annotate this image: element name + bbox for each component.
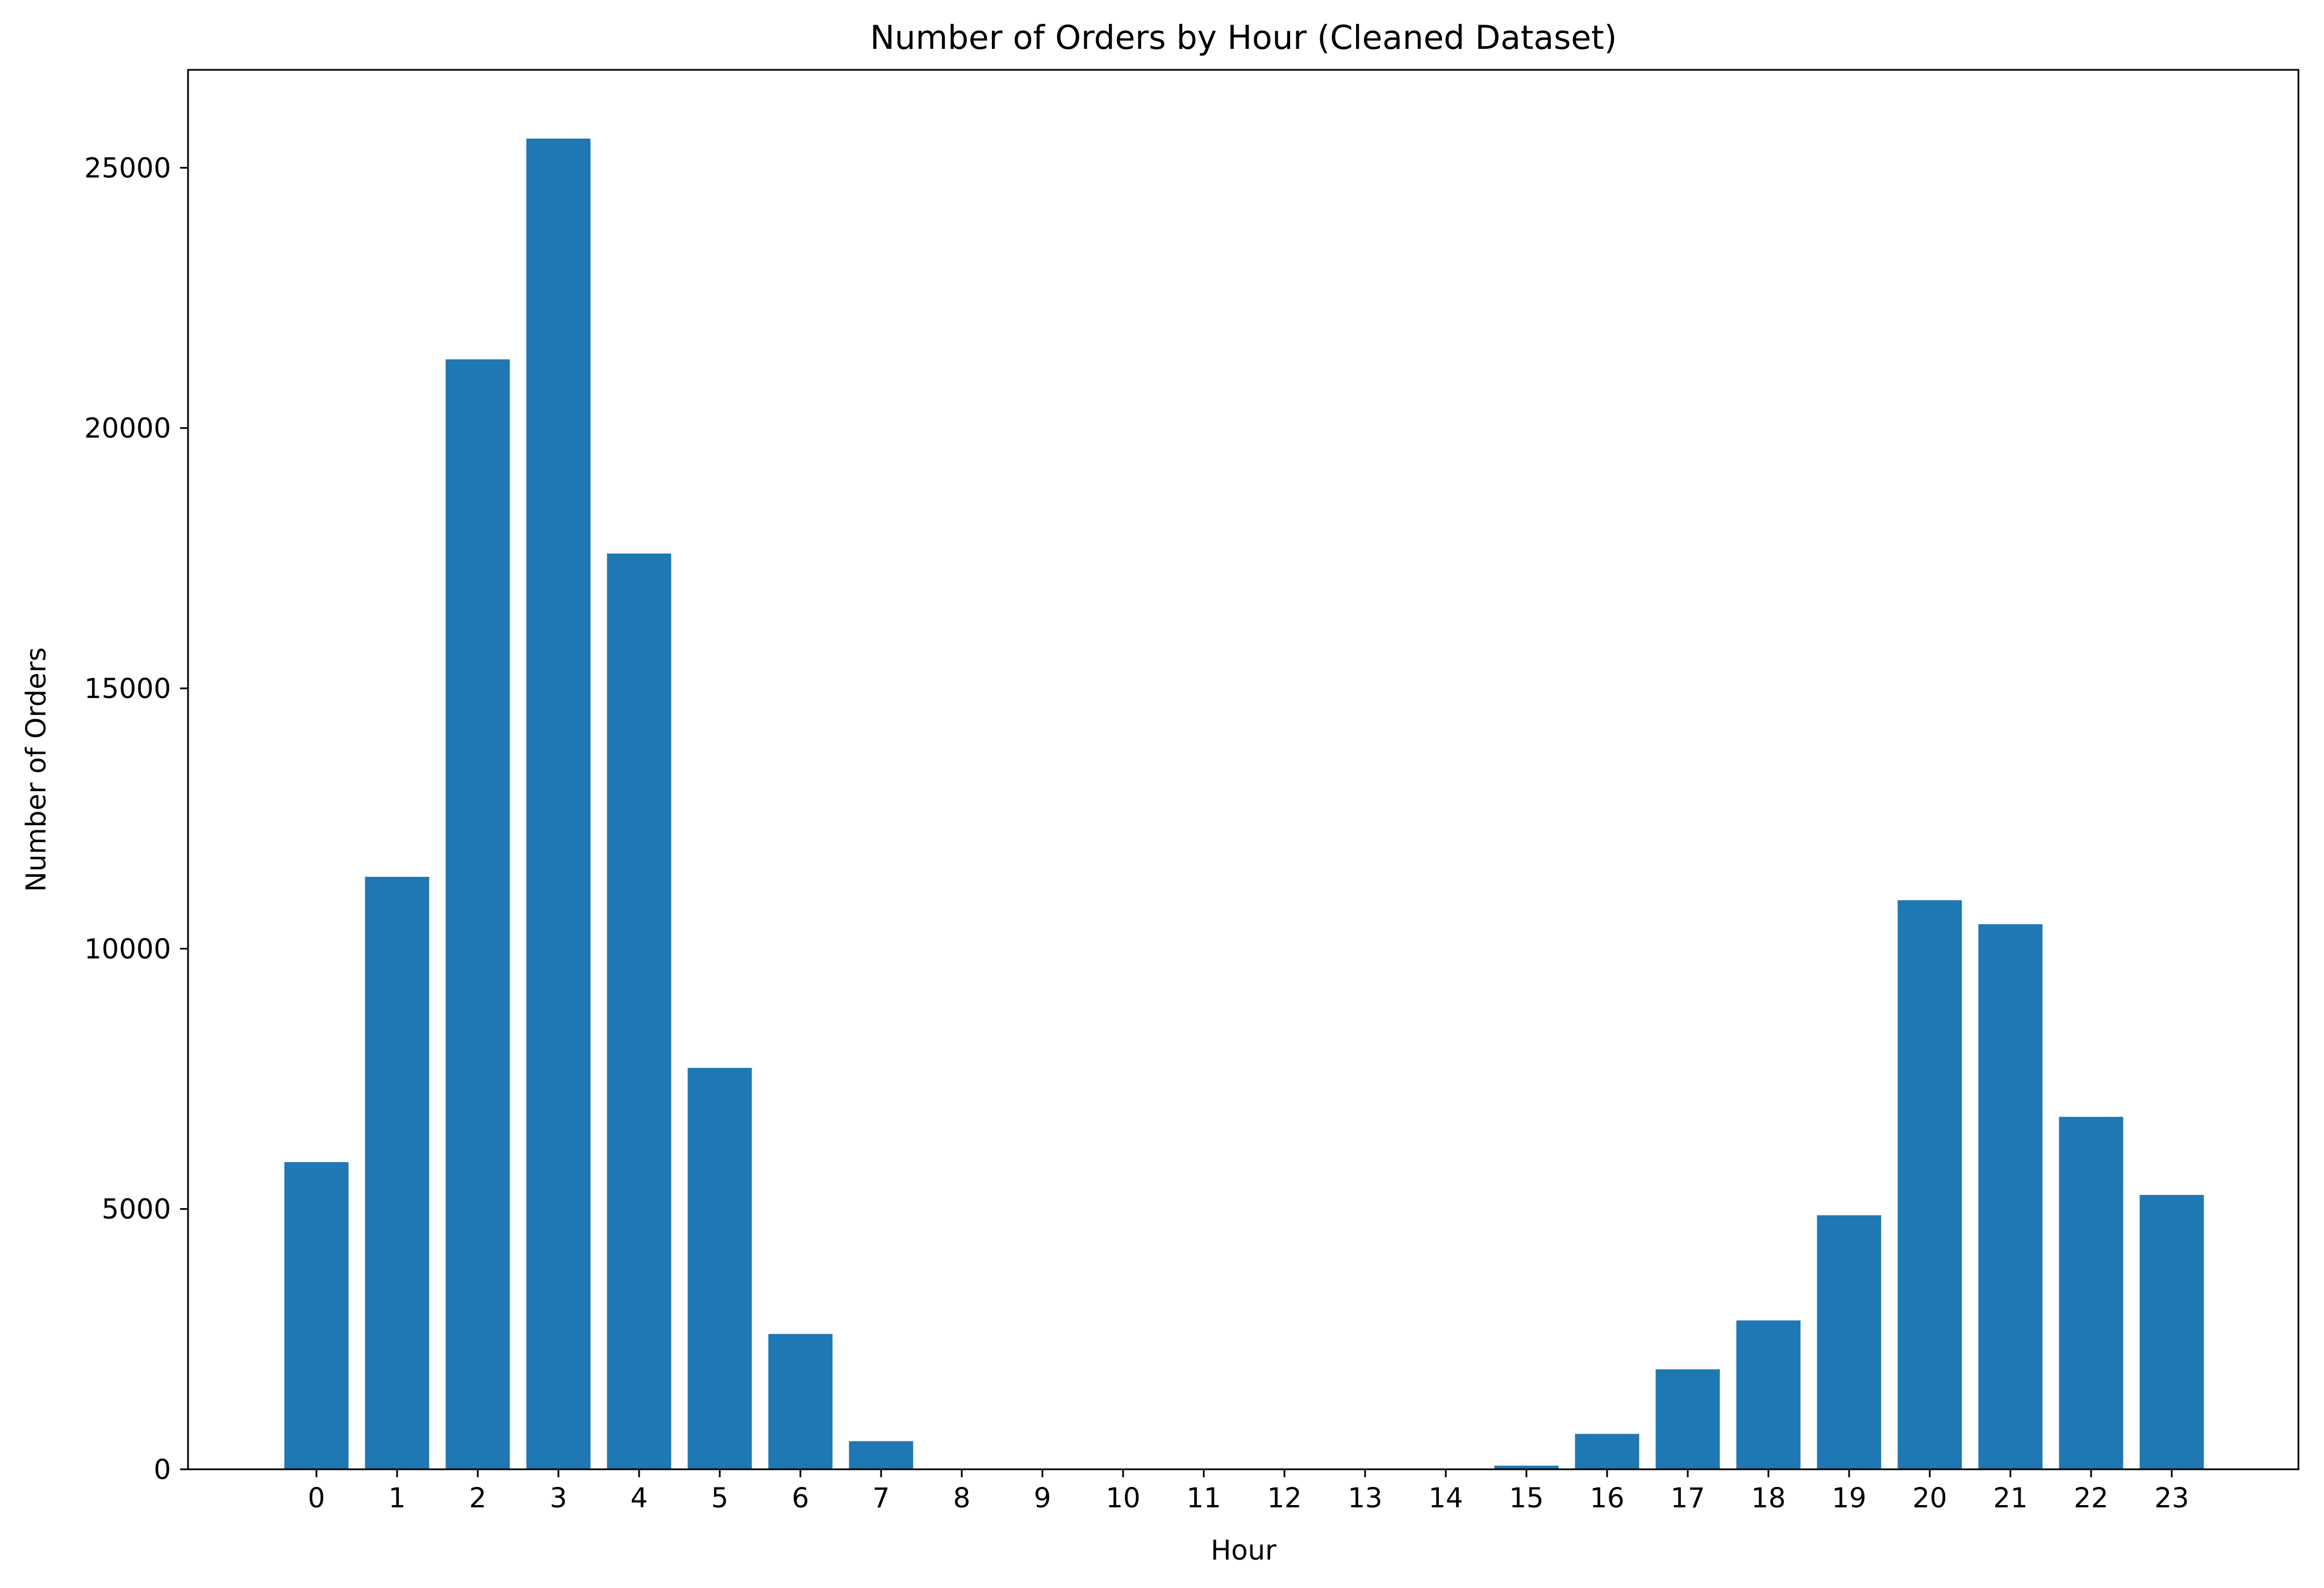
- bar-hour-7: [849, 1441, 913, 1469]
- bar-hour-23: [2139, 1194, 2204, 1469]
- x-axis-label: Hour: [1211, 1535, 1276, 1566]
- x-tick-label: 16: [1589, 1482, 1624, 1514]
- x-tick-label: 8: [953, 1482, 971, 1514]
- bar-hour-17: [1655, 1369, 1720, 1469]
- y-tick-label: 20000: [84, 413, 171, 445]
- y-tick-label: 15000: [84, 673, 171, 705]
- bar-hour-19: [1817, 1215, 1881, 1469]
- y-axis: 0 5000 10000 15000 20000 25000: [84, 152, 188, 1486]
- bar-hour-0: [284, 1162, 349, 1469]
- bar-hour-21: [1978, 924, 2043, 1469]
- x-tick-label: 17: [1670, 1482, 1705, 1514]
- bar-hour-3: [526, 139, 591, 1469]
- x-tick-label: 6: [792, 1482, 810, 1514]
- bar-hour-16: [1575, 1434, 1639, 1469]
- y-tick-label: 5000: [102, 1194, 171, 1226]
- x-tick-label: 13: [1347, 1482, 1382, 1514]
- bar-hour-22: [2059, 1117, 2123, 1469]
- x-tick-label: 2: [469, 1482, 487, 1514]
- y-tick-label: 25000: [84, 152, 171, 184]
- x-tick-label: 11: [1186, 1482, 1221, 1514]
- x-tick-label: 7: [873, 1482, 890, 1514]
- x-tick-label: 18: [1751, 1482, 1785, 1514]
- x-tick-label: 15: [1509, 1482, 1543, 1514]
- x-axis: 0 1 2 3 4 5 6 7 8 9 10 11 12 13 14 15 16 17 18 19 20 21 22 23: [308, 1469, 2189, 1514]
- x-tick-label: 1: [389, 1482, 406, 1514]
- x-tick-label: 20: [1912, 1482, 1947, 1514]
- x-tick-label: 23: [2154, 1482, 2189, 1514]
- x-tick-label: 5: [711, 1482, 729, 1514]
- chart-title: Number of Orders by Hour (Cleaned Datase…: [870, 18, 1617, 57]
- x-tick-label: 9: [1034, 1482, 1052, 1514]
- x-tick-label: 10: [1105, 1482, 1140, 1514]
- y-tick-label: 10000: [84, 933, 171, 965]
- bar-hour-2: [445, 359, 510, 1469]
- bar-hour-6: [768, 1334, 833, 1469]
- bar-hour-4: [607, 553, 671, 1470]
- x-tick-label: 22: [2073, 1482, 2108, 1514]
- x-tick-label: 14: [1428, 1482, 1463, 1514]
- x-tick-label: 21: [1993, 1482, 2027, 1514]
- bar-hour-1: [365, 876, 429, 1469]
- bars-group: [284, 139, 2204, 1470]
- bar-hour-18: [1736, 1320, 1801, 1469]
- x-tick-label: 3: [550, 1482, 568, 1514]
- bar-hour-5: [687, 1068, 752, 1469]
- bar-hour-15: [1494, 1465, 1559, 1469]
- plot-frame: [187, 69, 2300, 1470]
- bar-hour-20: [1897, 900, 1962, 1469]
- y-axis-label: Number of Orders: [20, 647, 52, 892]
- y-tick-label: 0: [153, 1454, 171, 1486]
- x-tick-label: 0: [308, 1482, 326, 1514]
- x-tick-label: 12: [1267, 1482, 1301, 1514]
- x-tick-label: 4: [631, 1482, 648, 1514]
- x-tick-label: 19: [1831, 1482, 1866, 1514]
